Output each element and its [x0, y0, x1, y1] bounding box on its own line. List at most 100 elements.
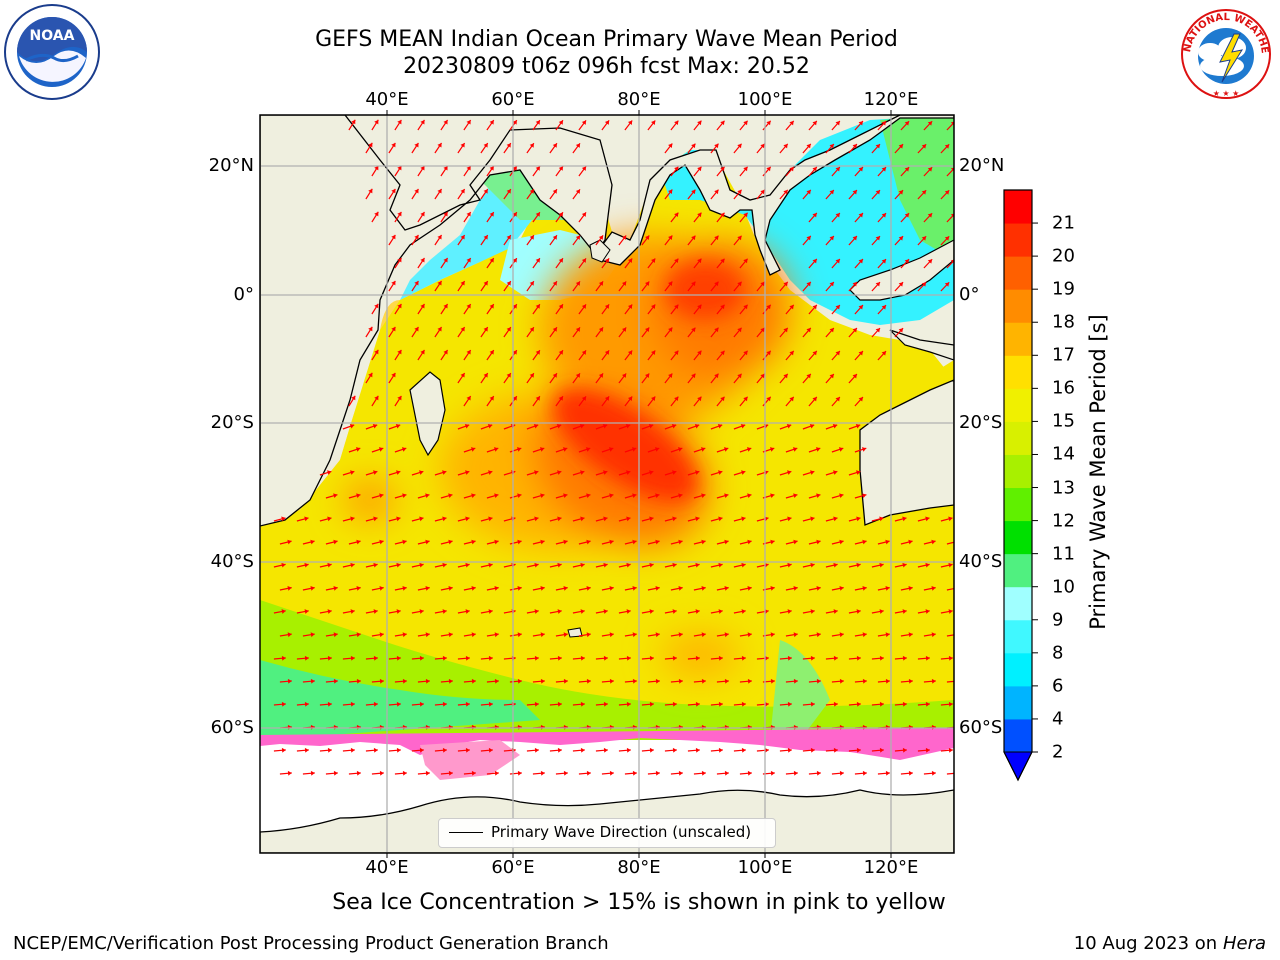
wave-arrow-head — [333, 586, 338, 591]
wave-arrow-head — [516, 447, 522, 452]
wave-arrow-head — [858, 259, 863, 264]
wave-arrow-head — [602, 423, 608, 429]
wave-arrow-head — [875, 190, 880, 195]
wave-arrow-head — [737, 235, 742, 241]
wave-arrow-head — [632, 586, 637, 591]
wave-arrow-head — [540, 586, 545, 591]
wave-arrow-head — [770, 493, 775, 499]
wave-arrow-head — [948, 701, 953, 707]
wave-arrow-head — [741, 470, 746, 475]
wave-arrow-head — [737, 281, 742, 287]
wave-arrow-head — [810, 701, 815, 707]
wave-arrow-head — [789, 350, 794, 356]
wave-arrow-head — [349, 423, 355, 429]
wave-arrow-head — [879, 516, 884, 522]
wave-arrow-head — [879, 701, 884, 707]
wave-arrow-head — [626, 516, 631, 522]
wave-arrow-head — [414, 234, 419, 240]
wave-arrow-head — [741, 562, 746, 568]
wave-arrow-head — [695, 655, 700, 661]
wave-arrow-head — [581, 120, 587, 125]
wave-arrow-head — [948, 516, 953, 522]
wave-arrow-head — [489, 304, 494, 309]
colorbar-tick-label: 17 — [1052, 344, 1075, 366]
wave-arrow-head — [741, 747, 746, 753]
wave-arrow-head — [466, 350, 471, 355]
wave-arrow-head — [333, 770, 338, 776]
wave-arrow-head — [950, 121, 954, 126]
wave-arrow-head — [881, 351, 886, 356]
wave-arrow-head — [632, 539, 637, 545]
wave-arrow-head — [697, 212, 702, 218]
wave-arrow-head — [489, 166, 494, 171]
wave-arrow-head — [402, 632, 407, 638]
wave-arrow-head — [810, 562, 815, 568]
colorbar-tick-label: 18 — [1052, 311, 1075, 333]
wave-arrow-head — [700, 447, 706, 452]
wave-arrow-head — [695, 609, 700, 614]
wave-arrow-head — [351, 395, 356, 401]
wave-arrow-head — [379, 632, 384, 638]
wave-arrow-head — [856, 609, 861, 614]
wave-arrow-head — [833, 701, 838, 707]
wave-arrow-head — [948, 609, 953, 614]
lat-tick-left: 60°S — [210, 717, 254, 738]
wave-arrow-head — [402, 770, 407, 776]
wave-arrow-head — [580, 655, 585, 661]
wave-arrow-head — [770, 632, 775, 638]
wave-arrow-head — [806, 189, 811, 195]
wave-arrow-head — [904, 121, 910, 126]
wave-arrow-head — [743, 350, 748, 356]
wave-arrow-head — [668, 327, 673, 333]
wave-arrow-head — [766, 166, 771, 172]
wave-arrow-head — [649, 701, 654, 707]
colorbar-tick-label: 12 — [1052, 510, 1075, 532]
wave-arrow-head — [465, 470, 470, 475]
wave-arrow-head — [466, 212, 471, 217]
sea-ice-pink — [260, 728, 954, 760]
wave-arrow-head — [442, 562, 447, 568]
wave-arrow-head — [862, 632, 867, 638]
wave-arrow-head — [908, 678, 913, 684]
wave-arrow-head — [856, 516, 861, 522]
wave-arrow-head — [281, 609, 286, 614]
wave-arrow-head — [655, 493, 660, 499]
wave-arrow-head — [374, 165, 379, 171]
wave-arrow-head — [557, 655, 562, 661]
wave-arrow-head — [806, 373, 811, 379]
colorbar-label: Primary Wave Mean Period [s] — [1086, 314, 1110, 630]
wave-arrow-head — [535, 258, 540, 263]
colorbar-tick-label: 9 — [1052, 609, 1064, 631]
wave-arrow-head — [829, 235, 834, 241]
wave-arrow-head — [793, 586, 798, 591]
wave-arrow-head — [579, 423, 585, 429]
wave-arrow-head — [879, 609, 884, 614]
lat-tick-right: 0° — [959, 284, 980, 305]
wave-arrow-head — [861, 447, 867, 452]
wave-arrow-head — [396, 747, 401, 753]
wave-arrow-head — [391, 142, 396, 148]
wave-arrow-head — [835, 167, 840, 172]
tick-marks — [386, 110, 892, 858]
wave-arrow-head — [743, 212, 748, 218]
wave-arrow-head — [489, 258, 494, 263]
wave-arrow-head — [701, 632, 706, 638]
wave-arrow-head — [419, 516, 424, 522]
wave-arrow-head — [954, 586, 958, 591]
wave-arrow-head — [783, 327, 788, 333]
lon-tick-bottom: 100°E — [737, 857, 793, 878]
wave-arrow-head — [442, 470, 447, 475]
wave-arrow-head — [396, 609, 401, 614]
wave-arrow-head — [350, 470, 355, 475]
wave-arrow-head — [862, 539, 867, 545]
wave-arrow-head — [460, 373, 465, 378]
swell-cores — [552, 260, 745, 502]
colorbar-segment — [1004, 586, 1032, 621]
wave-arrow-head — [374, 119, 379, 125]
wave-arrow-head — [374, 349, 379, 355]
map-title: GEFS MEAN Indian Ocean Primary Wave Mean… — [315, 27, 898, 52]
wave-arrow-head — [350, 609, 355, 614]
wave-arrow-head — [442, 516, 447, 522]
wave-arrow-head — [448, 770, 453, 776]
wave-arrow-head — [425, 770, 430, 776]
